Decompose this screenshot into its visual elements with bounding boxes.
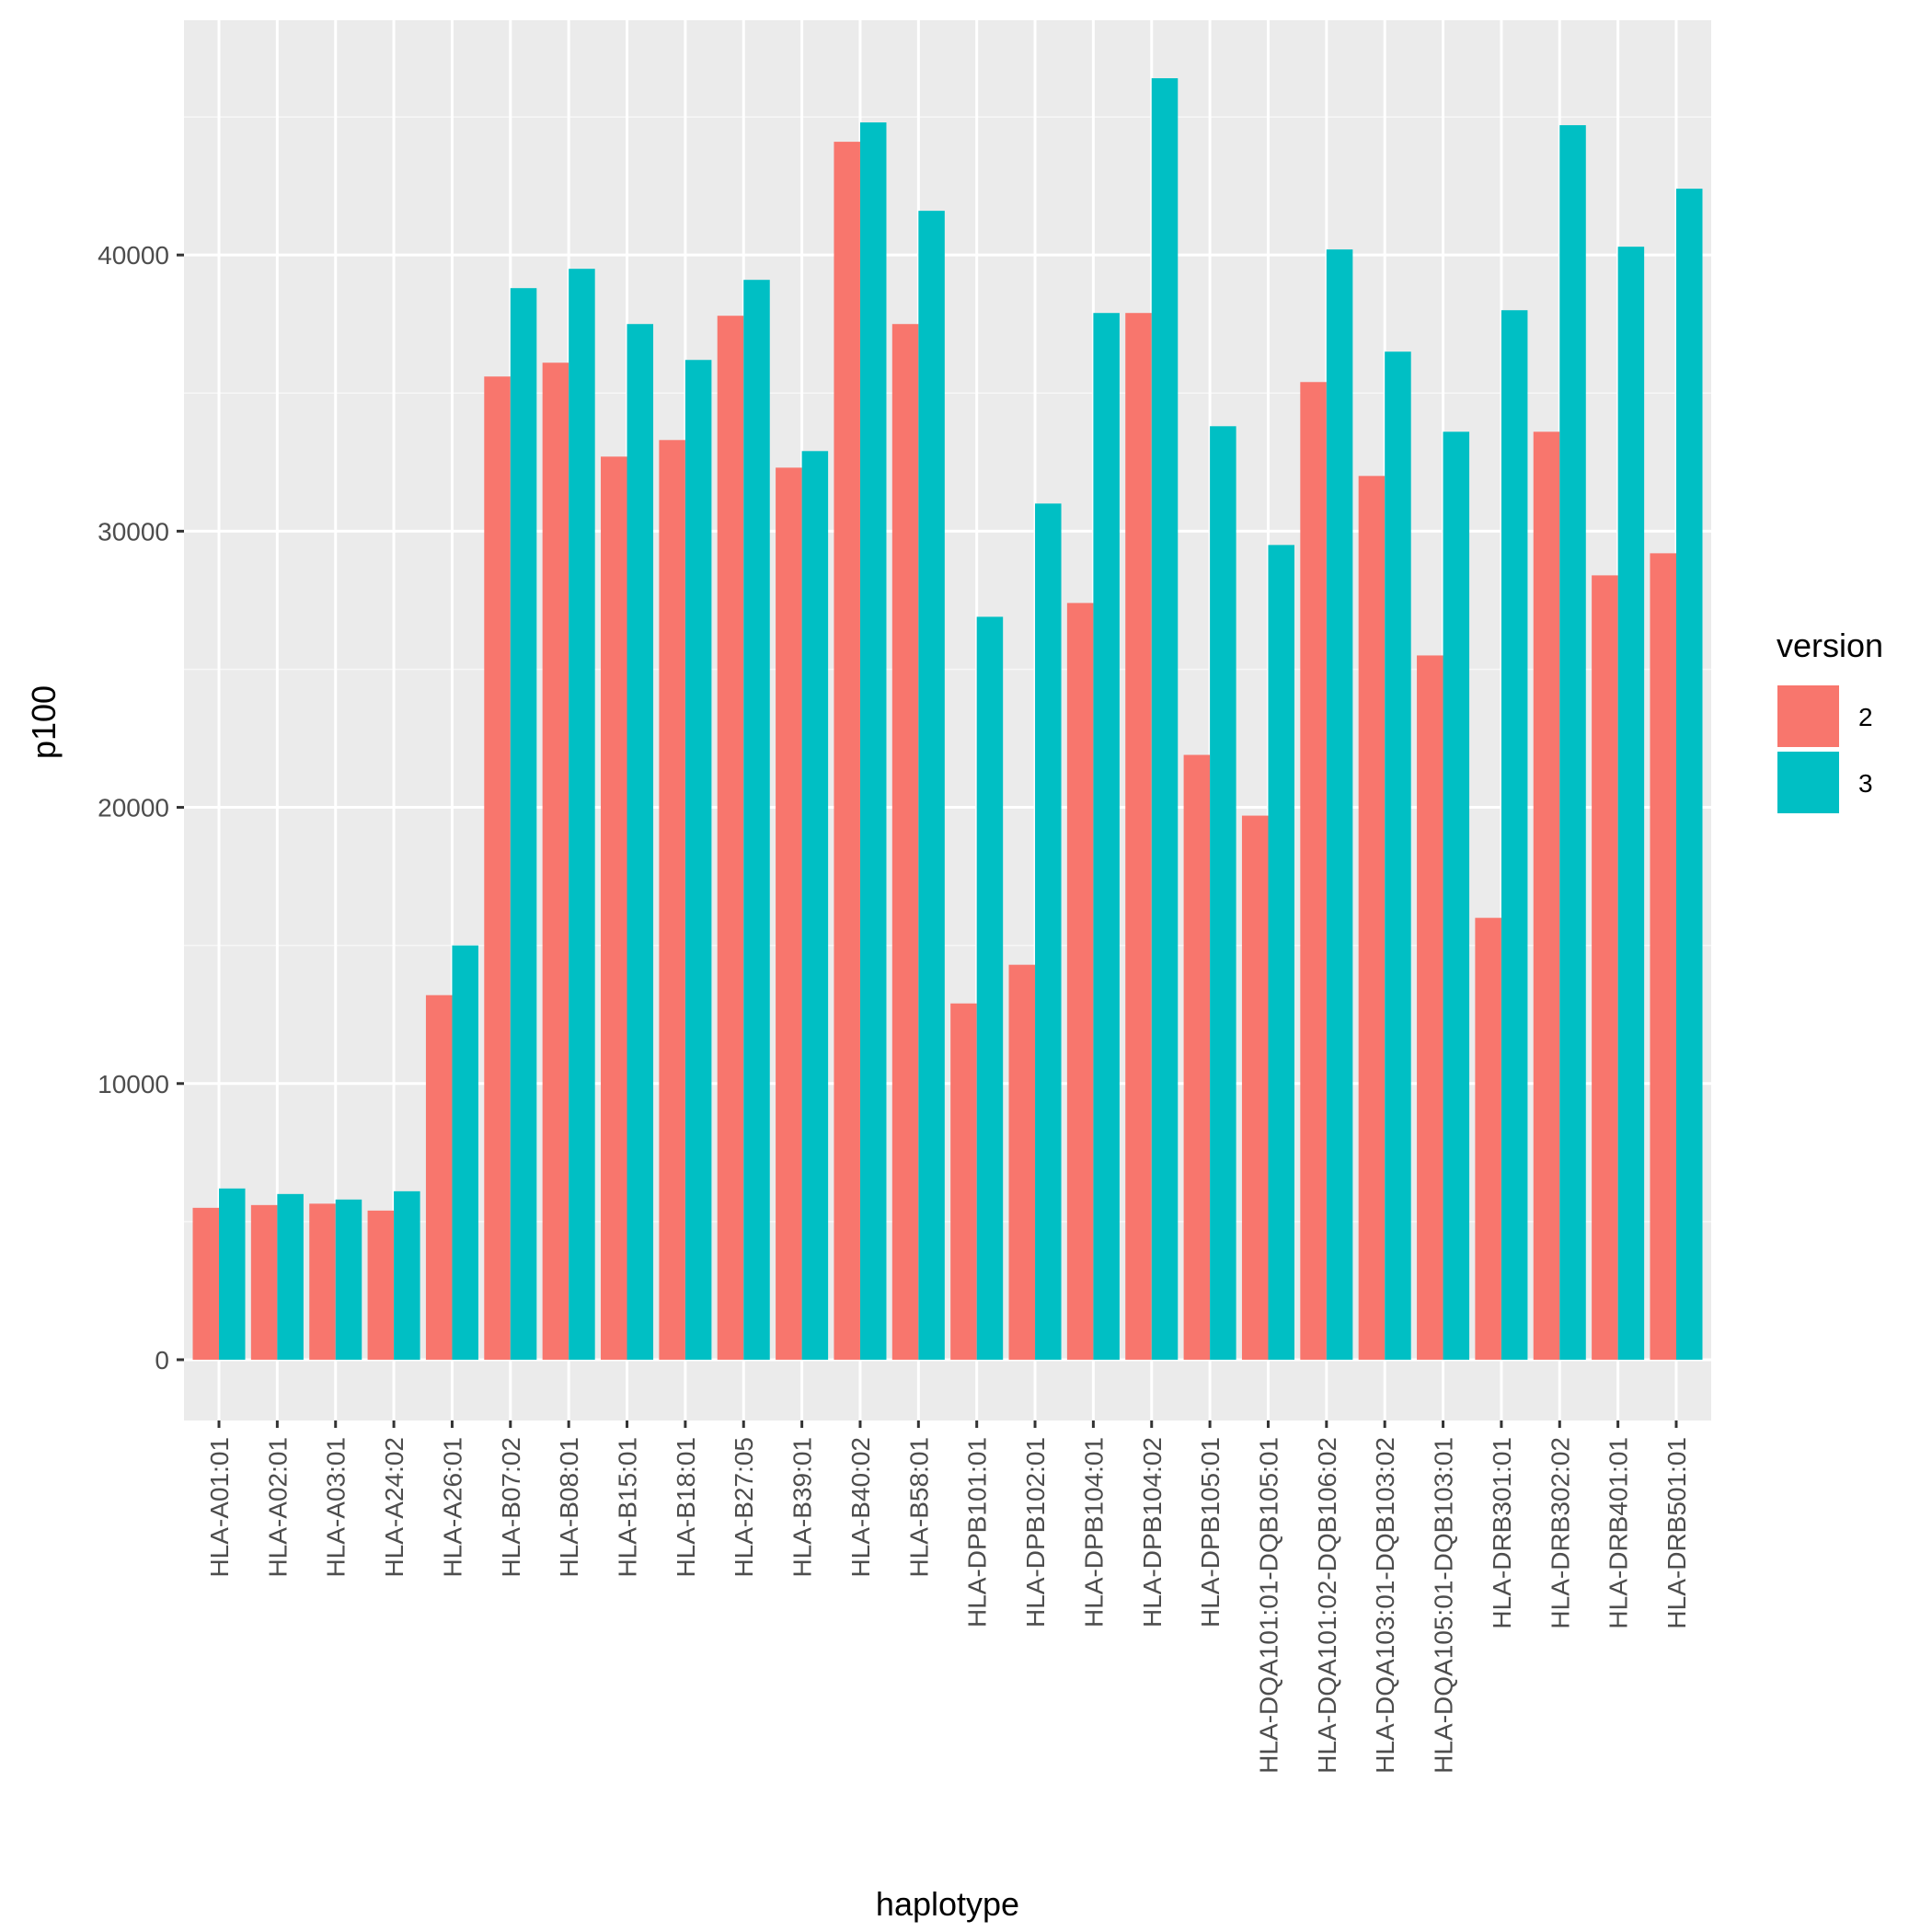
bar-series-2 [542, 362, 569, 1360]
y-tick-label: 10000 [98, 1070, 169, 1098]
x-tick-label: HLA-DPB104:02 [1138, 1437, 1167, 1627]
x-tick-label: HLA-DPB102:01 [1021, 1437, 1050, 1627]
bar-series-3 [1559, 125, 1586, 1360]
legend-key-2 [1777, 685, 1839, 747]
legend-key-3 [1777, 752, 1839, 813]
x-tick-label: HLA-A24:02 [380, 1437, 408, 1578]
bar-series-3 [452, 945, 478, 1360]
bar-series-3 [684, 360, 712, 1360]
x-tick-label: HLA-B15:01 [614, 1437, 642, 1578]
x-tick-label: HLA-A02:01 [263, 1437, 292, 1578]
bar-series-3 [1035, 503, 1062, 1360]
y-tick-label: 30000 [98, 517, 169, 546]
bar-series-2 [1183, 754, 1211, 1360]
x-tick-label: HLA-B27:05 [730, 1437, 758, 1578]
x-tick-label: HLA-A26:01 [438, 1437, 466, 1578]
bar-series-2 [1008, 964, 1036, 1360]
bar-series-2 [1241, 815, 1269, 1360]
bar-series-3 [627, 324, 654, 1360]
x-tick-label: HLA-B18:01 [672, 1437, 700, 1578]
x-tick-label: HLA-DPB104:01 [1079, 1437, 1108, 1627]
bar-series-2 [1592, 575, 1618, 1360]
bar-series-2 [950, 1003, 977, 1360]
bar-series-3 [1617, 247, 1645, 1360]
x-axis-title: haplotype [876, 1885, 1019, 1923]
bar-series-3 [1151, 78, 1179, 1360]
bar-series-3 [394, 1190, 420, 1360]
legend-title: version [1777, 627, 1883, 664]
bar-series-2 [484, 376, 511, 1360]
x-tick-label: HLA-A01:01 [205, 1437, 234, 1578]
x-tick-label: HLA-DRB501:01 [1662, 1437, 1691, 1629]
x-tick-label: HLA-DRB301:01 [1488, 1437, 1516, 1629]
x-tick-label: HLA-DPB105:01 [1196, 1437, 1225, 1627]
x-tick-label: HLA-DRB401:01 [1604, 1437, 1633, 1629]
bar-series-3 [1093, 313, 1120, 1360]
bar-series-3 [1268, 545, 1294, 1360]
bar-series-2 [891, 324, 919, 1360]
bar-series-2 [1650, 553, 1676, 1360]
bar-series-2 [425, 995, 453, 1360]
bar-series-2 [717, 316, 744, 1360]
bar-series-2 [1533, 431, 1560, 1360]
bars [192, 78, 1703, 1360]
bar-series-2 [192, 1207, 220, 1360]
bar-series-3 [569, 269, 595, 1360]
legend: version 2 3 [1777, 627, 1883, 813]
bar-series-2 [834, 142, 860, 1360]
x-tick-label: HLA-B40:02 [846, 1437, 875, 1578]
bar-series-3 [1443, 431, 1470, 1360]
bar-series-2 [367, 1210, 395, 1360]
x-tick-label: HLA-DQA105:01-DQB103:01 [1430, 1437, 1458, 1774]
bar-series-2 [250, 1204, 278, 1360]
bar-series-3 [1326, 249, 1353, 1360]
bar-series-2 [1300, 382, 1327, 1360]
bar-series-2 [776, 467, 802, 1360]
y-tick-label: 40000 [98, 241, 169, 270]
x-tick-label: HLA-DRB302:02 [1546, 1437, 1574, 1629]
legend-label-3: 3 [1858, 769, 1873, 798]
bar-series-3 [335, 1199, 362, 1360]
x-tick-label: HLA-B58:01 [904, 1437, 933, 1578]
bar-series-2 [1475, 917, 1501, 1360]
bar-series-3 [918, 211, 945, 1360]
x-tick-label: HLA-B08:01 [555, 1437, 583, 1578]
bar-series-3 [859, 122, 887, 1360]
bar-series-3 [1501, 310, 1528, 1360]
bar-series-3 [510, 288, 537, 1360]
x-tick-label: HLA-DQA101:02-DQB106:02 [1313, 1437, 1341, 1774]
y-tick-label: 20000 [98, 794, 169, 822]
x-tick-label: HLA-DQA103:01-DQB103:02 [1371, 1437, 1399, 1774]
bar-series-2 [1358, 476, 1386, 1360]
bar-series-3 [1675, 189, 1703, 1360]
x-tick-label: HLA-DPB101:01 [963, 1437, 992, 1627]
bar-series-2 [601, 456, 627, 1360]
bar-series-2 [1417, 655, 1443, 1360]
x-axis: HLA-A01:01 HLA-A02:01 HLA-A03:01 HLA-A24:02… [205, 1420, 1691, 1774]
bar-series-3 [801, 451, 829, 1360]
bar-series-3 [1385, 351, 1411, 1360]
x-tick-label: HLA-DQA101:01-DQB105:01 [1254, 1437, 1282, 1774]
bar-series-2 [309, 1203, 336, 1360]
y-tick-label: 0 [155, 1346, 169, 1374]
bar-series-3 [976, 616, 1004, 1360]
bar-series-2 [1125, 313, 1152, 1360]
x-tick-label: HLA-B39:01 [788, 1437, 817, 1578]
bar-series-3 [1210, 426, 1236, 1360]
x-tick-label: HLA-A03:01 [322, 1437, 351, 1578]
y-axis: 0 10000 20000 30000 40000 [98, 241, 184, 1374]
bar-series-3 [277, 1193, 304, 1360]
legend-label-2: 2 [1858, 703, 1873, 731]
bar-series-3 [219, 1188, 246, 1360]
y-axis-title: p100 [25, 685, 63, 759]
x-tick-label: HLA-B07:02 [497, 1437, 525, 1578]
bar-series-2 [1066, 603, 1094, 1360]
bar-series-2 [659, 440, 685, 1360]
bar-series-3 [743, 280, 770, 1360]
